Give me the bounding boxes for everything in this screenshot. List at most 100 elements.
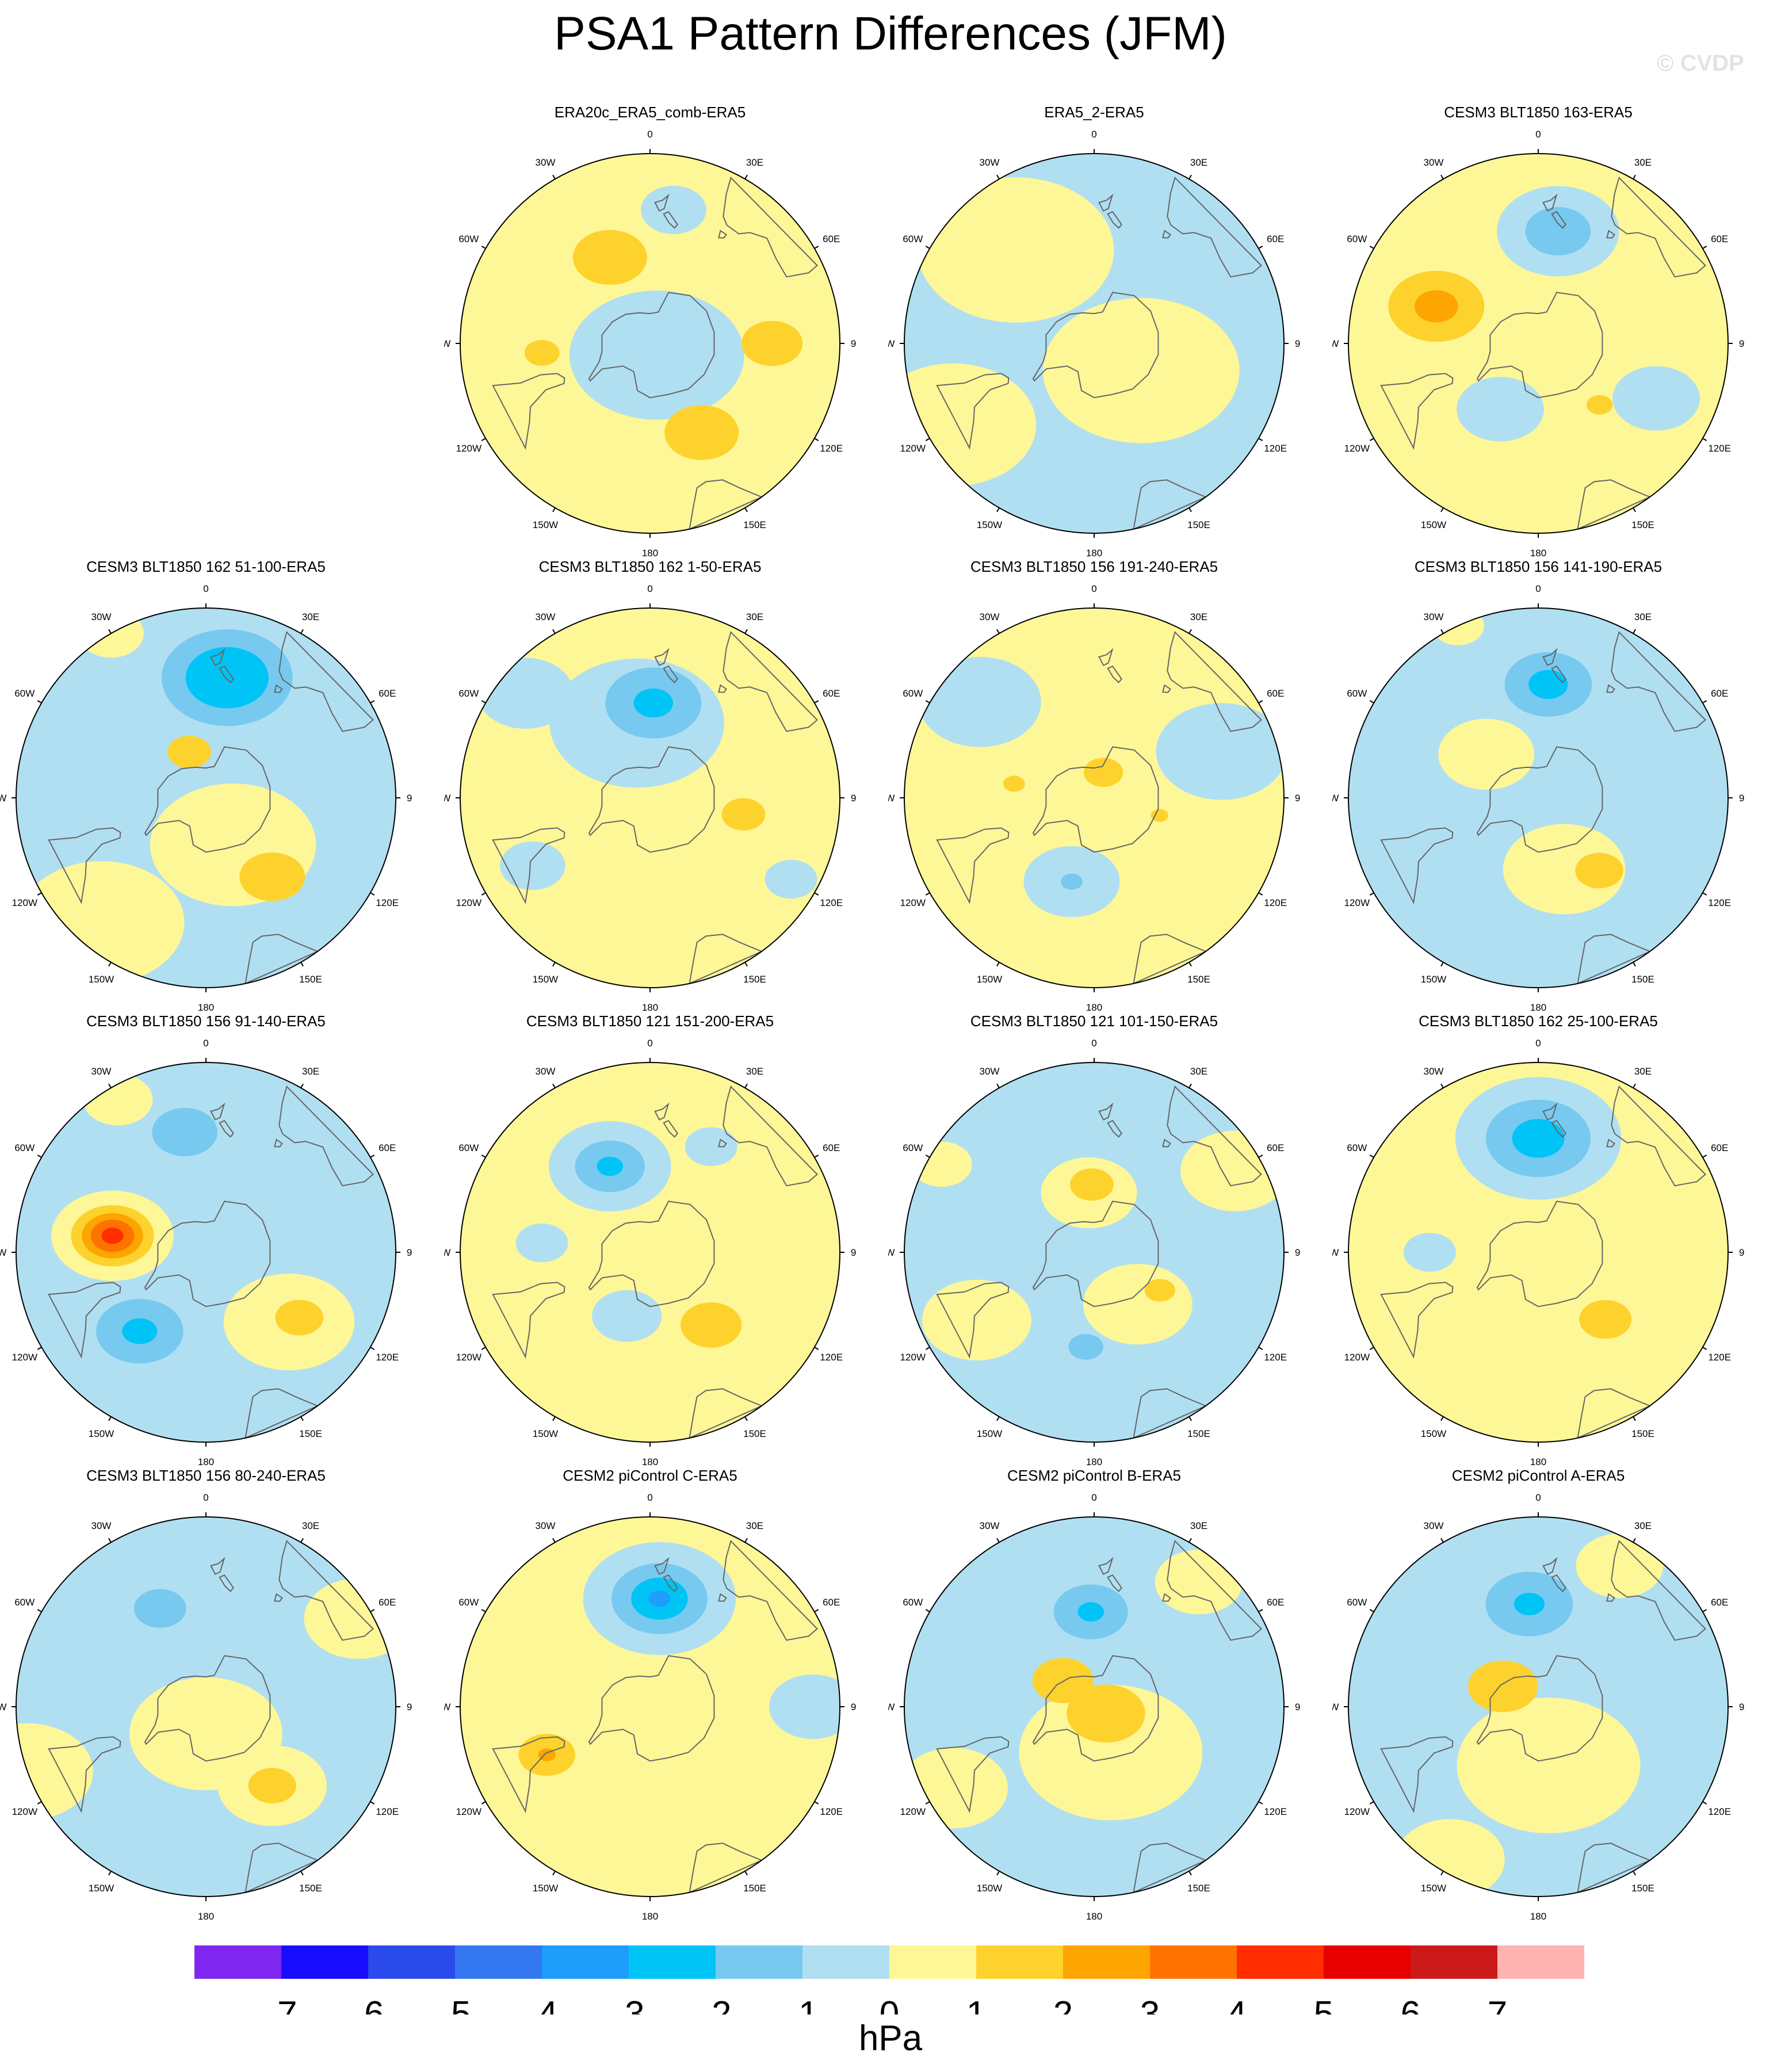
longitude-label: 30W (536, 157, 556, 168)
longitude-label: 120W (900, 1352, 926, 1363)
longitude-tick (1258, 438, 1263, 441)
antarctica-coastline (144, 1655, 271, 1762)
longitude-label: 150W (89, 1883, 114, 1894)
anomaly-contour (742, 320, 803, 366)
colorbar: -7 -6 -5 -4 -3 -2 -1 0 1 2 3 4 5 6 7 (194, 1945, 1584, 2014)
tasmania-coastline (718, 1138, 727, 1148)
longitude-tick (300, 1871, 304, 1876)
longitude-tick (552, 1083, 556, 1088)
longitude-tick (744, 629, 748, 634)
longitude-label: 0 (1535, 1492, 1541, 1503)
africa-coastline (1133, 1388, 1207, 1439)
longitude-tick (552, 962, 556, 967)
longitude-label: 30E (302, 611, 319, 622)
anomaly-contour (167, 736, 211, 769)
longitude-label: 90W (1332, 338, 1339, 349)
longitude-label: 30W (1424, 1520, 1444, 1531)
south-america-coastline (936, 827, 1010, 904)
longitude-label: 150E (1187, 519, 1210, 530)
new-zealand-coastline (1551, 1119, 1566, 1138)
polar-map: 0 30E 60E 90E 120E 150E 180 150W 120W 90W 60W 30W (0, 583, 412, 1012)
anomaly-contour (1575, 852, 1623, 889)
longitude-tick (1369, 1347, 1374, 1350)
longitude-tick (108, 1083, 112, 1088)
longitude-label: 120W (12, 1352, 37, 1363)
longitude-label: 90E (851, 1247, 856, 1258)
africa-coastline (689, 1842, 763, 1894)
anomaly-contour (524, 340, 560, 366)
longitude-tick (996, 1416, 1000, 1421)
longitude-tick (925, 1609, 930, 1612)
longitude-label: 30W (980, 1066, 1000, 1077)
new-zealand-coastline (654, 1102, 670, 1121)
longitude-tick (37, 1609, 42, 1612)
anomaly-contour (1579, 1300, 1632, 1339)
field-background (904, 1062, 1284, 1442)
longitude-tick (481, 438, 486, 441)
longitude-tick (1369, 1801, 1374, 1805)
longitude-label: 60W (903, 1142, 923, 1153)
longitude-tick (1440, 1416, 1444, 1421)
anomaly-contour (1032, 1658, 1094, 1703)
longitude-label: 60E (823, 234, 840, 244)
longitude-label: 120W (900, 1806, 926, 1817)
longitude-label: 60E (379, 1142, 396, 1153)
longitude-tick (370, 1801, 375, 1805)
longitude-tick (1633, 1083, 1636, 1088)
new-zealand-coastline (1098, 1102, 1114, 1121)
anomaly-contour (1003, 775, 1025, 792)
panel-title: CESM3 BLT1850 156 91-140-ERA5 (86, 1012, 326, 1030)
longitude-label: 90E (1739, 338, 1744, 349)
africa-coastline (1577, 1842, 1652, 1894)
colorbar-swatch (629, 1945, 716, 1979)
longitude-label: 30E (1634, 611, 1652, 622)
longitude-tick (1188, 629, 1192, 634)
anomaly-contour (721, 798, 766, 831)
longitude-label: 120W (1344, 897, 1370, 908)
australia-coastline (1167, 1085, 1262, 1187)
new-zealand-coastline (1098, 193, 1114, 212)
australia-coastline (723, 1539, 818, 1641)
longitude-tick (1258, 1347, 1263, 1350)
longitude-label: 60W (903, 234, 923, 244)
longitude-label: 90E (1295, 338, 1300, 349)
longitude-tick (1702, 1801, 1707, 1805)
longitude-tick (1440, 1871, 1444, 1876)
longitude-tick (37, 1154, 42, 1158)
longitude-tick (1188, 507, 1192, 513)
longitude-tick (996, 629, 1000, 634)
map-panel: CESM2 piControl B-ERA5 0 30E 60E 90E 120E 150E… (888, 1467, 1300, 1921)
longitude-label: 150W (533, 974, 558, 985)
longitude-tick (814, 246, 819, 249)
south-america-coastline (1380, 827, 1454, 904)
longitude-label: 150E (743, 1428, 766, 1439)
anomaly-contour (133, 1589, 186, 1628)
longitude-label: 180 (198, 1911, 214, 1921)
longitude-tick (552, 1538, 556, 1543)
panel-title: CESM3 BLT1850 156 141-190-ERA5 (1414, 558, 1662, 575)
longitude-label: 90W (0, 793, 6, 804)
anomaly-contour (1155, 1550, 1243, 1615)
watermark: © CVDP (1657, 51, 1744, 76)
colorbar-swatch (1237, 1945, 1324, 1979)
longitude-label: 0 (647, 1038, 652, 1049)
antarctica-coastline (588, 292, 715, 399)
anomaly-contour (1525, 207, 1591, 256)
antarctica-coastline (144, 1201, 271, 1308)
australia-coastline (723, 1085, 818, 1187)
longitude-tick (552, 507, 556, 513)
longitude-tick (552, 1871, 556, 1876)
longitude-tick (925, 438, 930, 441)
longitude-tick (481, 1154, 486, 1158)
panel-title: CESM3 BLT1850 162 25-100-ERA5 (1419, 1012, 1658, 1030)
longitude-label: 90E (407, 793, 412, 804)
longitude-label: 120E (820, 1806, 843, 1817)
longitude-label: 60E (1711, 688, 1728, 699)
polar-map: 0 30E 60E 90E 120E 150E 180 150W 120W 90W 60W 30W (1332, 129, 1744, 558)
anomaly-contour (239, 852, 305, 901)
colorbar-tick-label: 0 (880, 1994, 899, 2014)
longitude-tick (1633, 629, 1636, 634)
australia-coastline (1611, 630, 1706, 732)
antarctica-coastline (588, 1655, 715, 1762)
anomaly-contour (1042, 297, 1240, 444)
